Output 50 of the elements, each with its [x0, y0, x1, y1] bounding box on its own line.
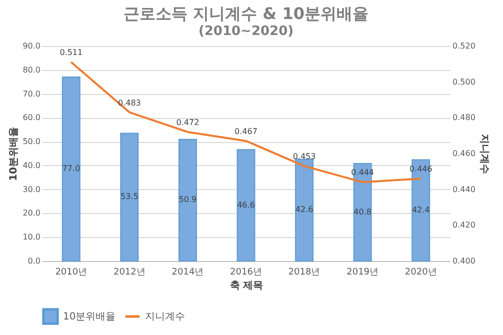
- data-label: 0.511: [60, 48, 83, 58]
- x-tick-label: 2014년: [172, 268, 204, 278]
- x-axis-title: 축 제목: [230, 280, 264, 292]
- bar: [295, 158, 314, 262]
- bar: [62, 76, 80, 262]
- x-tick-label: 2020년: [404, 268, 437, 278]
- y2-axis-title: 지니계수: [478, 134, 490, 174]
- y-tick-label: 30.0: [22, 184, 40, 194]
- data-label: 0.453: [292, 152, 316, 162]
- bar: [178, 138, 197, 262]
- y2-tick-label: 0.440: [452, 184, 476, 194]
- bar: [236, 149, 256, 262]
- data-label: 42.4: [412, 205, 430, 214]
- y2-tick-label: 0.500: [452, 77, 476, 86]
- y2-tick-label: 0.480: [452, 113, 476, 122]
- data-label: 50.9: [178, 195, 197, 204]
- y-tick-label: 40.0: [22, 160, 40, 170]
- legend-label: 지니계수: [145, 312, 185, 322]
- y-tick-label: 80.0: [22, 65, 40, 74]
- data-label: 40.8: [354, 207, 372, 216]
- y2-tick-label: 0.420: [452, 220, 476, 230]
- data-label: 53.5: [120, 192, 138, 202]
- bar: [412, 159, 430, 262]
- x-tick-label: 2012년: [113, 268, 146, 278]
- chart-subtitle: (2010~2020): [198, 24, 294, 39]
- data-label: 0.472: [176, 118, 200, 127]
- chart-title: 근로소득 지니계수 & 10분위배율: [124, 4, 368, 23]
- x-tick-label: 2018년: [288, 268, 320, 278]
- y-axis-title: 10분위배율: [8, 127, 20, 181]
- bar: [353, 163, 372, 262]
- y-tick-label: 0.0: [28, 256, 40, 266]
- y2-tick-label: 0.460: [452, 149, 476, 158]
- y2-tick-label: 0.520: [452, 42, 476, 50]
- legend-label: 10분위배율: [63, 312, 116, 322]
- data-label: 77.0: [62, 164, 80, 174]
- bar: [120, 132, 139, 262]
- x-tick-label: 2010년: [55, 268, 88, 278]
- data-label: 0.483: [118, 98, 141, 108]
- x-tick-label: 2016년: [230, 268, 262, 278]
- data-label: 42.6: [295, 205, 314, 214]
- y-tick-label: 60.0: [22, 113, 40, 122]
- y-tick-label: 10.0: [22, 232, 40, 242]
- data-label: 46.6: [237, 200, 255, 210]
- x-tick-label: 2019년: [346, 268, 379, 278]
- y-tick-label: 90.0: [22, 42, 40, 50]
- data-label: 0.467: [234, 126, 258, 136]
- y-tick-label: 20.0: [22, 208, 40, 218]
- y-tick-label: 70.0: [22, 89, 40, 98]
- y-tick-label: 50.0: [22, 137, 40, 146]
- y2-tick-label: 0.400: [452, 256, 476, 266]
